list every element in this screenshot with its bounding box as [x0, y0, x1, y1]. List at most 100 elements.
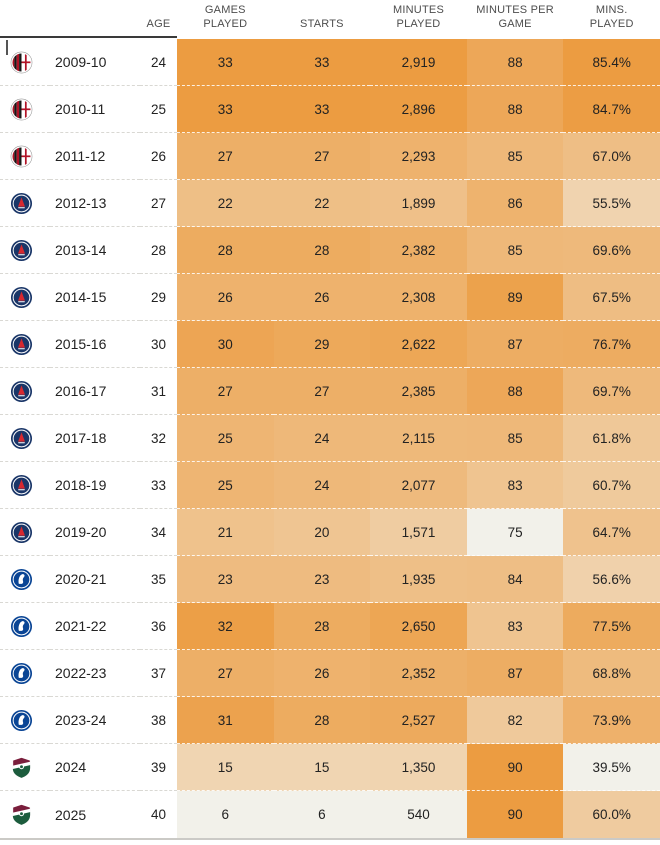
table-row: 2023-24 38 31 28 2,527 82 73.9% — [0, 697, 660, 744]
club-logo-cell — [0, 603, 50, 650]
games-played-cell: 15 — [177, 744, 274, 791]
mins-played-pct-cell: 69.7% — [563, 368, 660, 415]
games-played-cell: 26 — [177, 274, 274, 321]
games-played-cell: 25 — [177, 415, 274, 462]
club-logo-cell — [0, 227, 50, 274]
minutes-played-cell: 2,622 — [370, 321, 467, 368]
minutes-played-cell: 2,352 — [370, 650, 467, 697]
starts-cell: 33 — [273, 86, 371, 133]
minutes-played-cell: 2,919 — [370, 39, 467, 86]
fluminense-logo-icon — [12, 756, 31, 778]
season-label: 2016-17 — [50, 368, 140, 415]
minutes-played-cell: 2,293 — [370, 133, 467, 180]
age-value: 38 — [140, 697, 177, 744]
column-header-starts: STARTS — [300, 17, 344, 30]
season-label: 2013-14 — [50, 227, 140, 274]
season-label: 2019-20 — [50, 509, 140, 556]
chelsea-logo-icon — [10, 568, 33, 590]
club-logo-cell — [0, 321, 50, 368]
games-played-cell: 33 — [177, 86, 274, 133]
table-row: 2021-22 36 32 28 2,650 83 77.5% — [0, 603, 660, 650]
table-row: 2022-23 37 27 26 2,352 87 68.8% — [0, 650, 660, 697]
minutes-per-game-cell: 88 — [466, 86, 564, 133]
games-played-cell: 23 — [177, 556, 274, 603]
season-label: 2021-22 — [50, 603, 140, 650]
starts-cell: 24 — [273, 415, 371, 462]
psg-logo-icon — [10, 239, 33, 261]
club-logo-cell — [0, 697, 50, 744]
psg-logo-icon — [10, 192, 33, 214]
starts-cell: 27 — [273, 368, 371, 415]
age-value: 28 — [140, 227, 177, 274]
mins-played-pct-cell: 68.8% — [563, 650, 660, 697]
season-label: 2017-18 — [50, 415, 140, 462]
minutes-per-game-cell: 87 — [466, 321, 564, 368]
minutes-played-cell: 2,115 — [370, 415, 467, 462]
games-played-cell: 6 — [177, 791, 274, 838]
minutes-played-cell: 1,899 — [370, 180, 467, 227]
ac-milan-logo-icon — [10, 51, 33, 73]
mins-played-pct-cell: 84.7% — [563, 86, 660, 133]
minutes-played-cell: 540 — [370, 791, 467, 838]
age-value: 33 — [140, 462, 177, 509]
psg-logo-icon — [10, 286, 33, 308]
starts-cell: 28 — [273, 603, 371, 650]
psg-logo-icon — [10, 521, 33, 543]
mins-played-pct-cell: 60.7% — [563, 462, 660, 509]
minutes-per-game-cell: 88 — [466, 39, 564, 86]
season-label: 2024 — [50, 744, 140, 791]
season-label: 2010-11 — [50, 86, 140, 133]
age-value: 30 — [140, 321, 177, 368]
starts-cell: 27 — [273, 133, 371, 180]
age-value: 27 — [140, 180, 177, 227]
starts-cell: 24 — [273, 462, 371, 509]
age-value: 36 — [140, 603, 177, 650]
table-row: 2024 39 15 15 1,350 90 39.5% — [0, 744, 660, 791]
age-value: 29 — [140, 274, 177, 321]
minutes-per-game-cell: 87 — [466, 650, 564, 697]
minutes-per-game-cell: 82 — [466, 697, 564, 744]
table-row: 2017-18 32 25 24 2,115 85 61.8% — [0, 415, 660, 462]
table-row: 2020-21 35 23 23 1,935 84 56.6% — [0, 556, 660, 603]
age-value: 34 — [140, 509, 177, 556]
table-row: 2013-14 28 28 28 2,382 85 69.6% — [0, 227, 660, 274]
minutes-played-cell: 2,896 — [370, 86, 467, 133]
scroll-indicator-tick — [6, 40, 8, 55]
games-played-cell: 30 — [177, 321, 274, 368]
mins-played-pct-cell: 77.5% — [563, 603, 660, 650]
psg-logo-icon — [10, 333, 33, 355]
season-label: 2023-24 — [50, 697, 140, 744]
age-value: 24 — [140, 39, 177, 86]
club-logo-cell — [0, 133, 50, 180]
table-row: 2016-17 31 27 27 2,385 88 69.7% — [0, 368, 660, 415]
mins-played-pct-cell: 64.7% — [563, 509, 660, 556]
mins-played-pct-cell: 56.6% — [563, 556, 660, 603]
season-label: 2018-19 — [50, 462, 140, 509]
starts-cell: 22 — [273, 180, 371, 227]
column-header-minutes-played: MINUTES PLAYED — [392, 4, 445, 30]
age-value: 35 — [140, 556, 177, 603]
club-logo-cell — [0, 180, 50, 227]
fluminense-logo-icon — [12, 804, 31, 826]
mins-played-pct-cell: 55.5% — [563, 180, 660, 227]
minutes-per-game-cell: 85 — [466, 133, 564, 180]
games-played-cell: 27 — [177, 133, 274, 180]
chelsea-logo-icon — [10, 662, 33, 684]
minutes-per-game-cell: 90 — [466, 744, 564, 791]
games-played-cell: 28 — [177, 227, 274, 274]
season-label: 2009-10 — [50, 39, 140, 86]
season-label: 2011-12 — [50, 133, 140, 180]
age-value: 40 — [140, 791, 177, 838]
psg-logo-icon — [10, 380, 33, 402]
minutes-played-cell: 2,382 — [370, 227, 467, 274]
games-played-cell: 22 — [177, 180, 274, 227]
starts-cell: 28 — [273, 227, 371, 274]
club-logo-cell — [0, 556, 50, 603]
starts-cell: 6 — [273, 791, 371, 838]
table-row: 2018-19 33 25 24 2,077 83 60.7% — [0, 462, 660, 509]
minutes-per-game-cell: 84 — [466, 556, 564, 603]
starts-cell: 26 — [273, 650, 371, 697]
games-played-cell: 27 — [177, 368, 274, 415]
table-row: 2015-16 30 30 29 2,622 87 76.7% — [0, 321, 660, 368]
